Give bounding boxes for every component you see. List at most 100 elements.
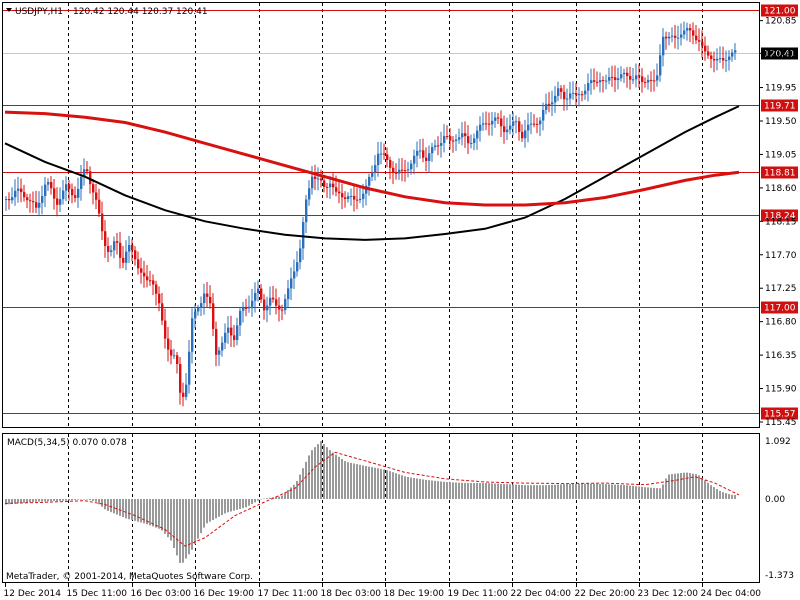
candle-body [305,199,308,223]
macd-bar [107,499,109,511]
candle-body [323,180,326,187]
macd-bar [356,464,358,499]
macd-bar [26,499,28,503]
candle-body [494,117,497,121]
macd-bar [698,475,700,499]
candle-body [476,130,479,139]
macd-bar [71,499,73,501]
candle-body [311,176,314,189]
macd-bar [488,483,490,499]
candle-body [392,167,395,173]
level-tag [761,4,798,17]
macd-bar [5,499,7,505]
candle-body [473,138,476,144]
candle-body [239,310,242,326]
macd-bar [590,483,592,499]
price-panel-frame [2,2,760,428]
candle-body [317,178,320,180]
candle-body [353,195,356,200]
macd-bar [287,490,289,499]
candle-body [122,257,125,263]
candle-body [635,75,638,80]
y-tick-label: 118.15 [765,217,797,227]
macd-bar [728,494,730,499]
macd-bar [347,462,349,499]
macd-bar [311,450,313,499]
macd-bar [248,499,250,506]
y-tick-label: 119.50 [765,117,797,127]
candle-body [170,349,173,356]
macd-bar [572,483,574,499]
macd-bar [623,485,625,499]
candle-body [137,259,140,269]
candle-body [665,36,668,39]
candle-body [452,140,455,142]
macd-bar [434,480,436,499]
candle-body [485,123,488,125]
macd-bar [473,483,475,499]
candle-body [272,297,275,300]
macd-bar [578,483,580,499]
candle-body [290,278,293,289]
macd-bar [359,464,361,499]
candle-body [263,299,266,311]
macd-bar [452,482,454,499]
macd-bar [464,483,466,499]
macd-bar [581,483,583,499]
candle-body [104,231,107,247]
copyright-text: MetaTrader, © 2001-2014, MetaQuotes Soft… [6,572,253,582]
macd-bar [470,483,472,499]
candle-body [230,327,233,336]
macd-bar [44,499,46,502]
candle-body [383,153,386,155]
macd-bar [467,483,469,499]
macd-bar [155,499,157,528]
macd-bar [221,499,223,516]
macd-bar [722,492,724,499]
candle-body [695,35,698,41]
candle-body [95,192,98,200]
candle-body [644,82,647,84]
candle-body [521,131,524,139]
candle-body [20,188,23,193]
macd-bar [422,479,424,499]
candle-body [524,130,527,139]
macd-bar [599,483,601,499]
macd-bar [191,499,193,550]
candle-body [515,121,518,123]
macd-bar [635,486,637,499]
macd-bar [392,472,394,499]
candle-body [41,196,44,203]
candle-body [164,320,167,339]
macd-bar [650,487,652,499]
vertical-grid [68,3,703,582]
level-tag-label: 118.81 [764,169,796,179]
dropdown-arrow-icon[interactable] [6,8,12,12]
macd-bar [692,473,694,499]
candle-body [101,213,104,232]
candle-body [428,153,431,161]
candle-body [629,75,632,80]
macd-bar [38,499,40,502]
macd-bar [593,483,595,499]
macd-bar [701,477,703,499]
candle-body [68,184,71,190]
macd-bar [365,466,367,499]
candle-body [221,342,224,351]
macd-bar [20,499,22,504]
candle-body [335,187,338,192]
macd-bar [512,484,514,499]
macd-bar [182,499,184,563]
candle-body [602,80,605,82]
candle-body [455,139,458,141]
candle-body [14,190,17,198]
candle-body [386,154,389,160]
macd-bar [485,483,487,499]
macd-bar [140,499,142,523]
candle-body [422,150,425,158]
macd-bar [425,479,427,499]
candle-body [233,335,236,340]
macd-bar [296,480,298,499]
candle-body [437,145,440,147]
